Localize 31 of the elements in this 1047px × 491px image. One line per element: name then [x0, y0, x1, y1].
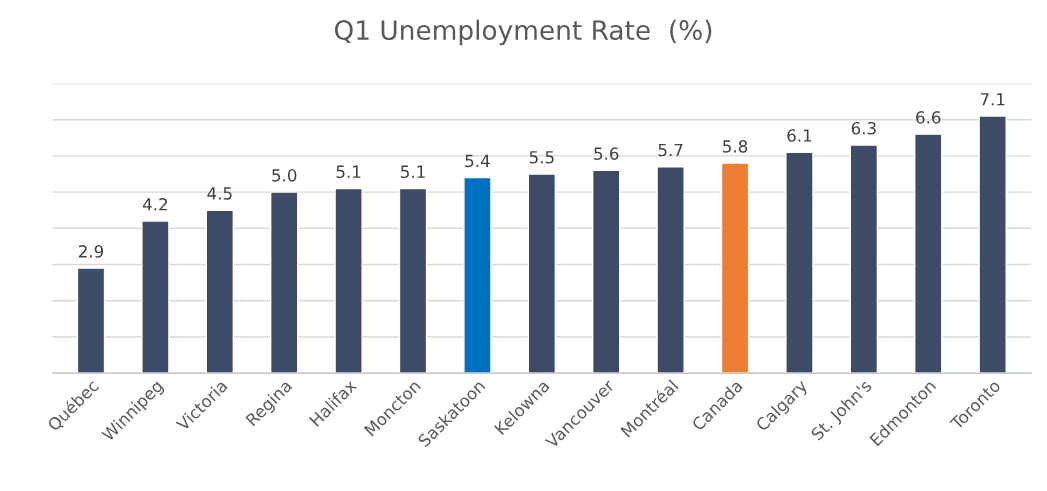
data-label: 6.1: [787, 129, 812, 142]
bar: [269, 191, 299, 374]
data-label: 5.7: [658, 143, 683, 157]
data-label: 2.9: [78, 245, 104, 258]
data-label: 6.6: [916, 111, 941, 124]
data-label: 5.1: [336, 165, 361, 179]
bar: [914, 133, 943, 374]
data-label: 5.0: [272, 169, 297, 182]
chart-title: Q1 Unemployment Rate (%): [334, 19, 712, 46]
bar: [849, 144, 879, 374]
bar: [141, 220, 170, 374]
bar: [205, 209, 235, 374]
bar: [785, 151, 814, 374]
bar: [334, 187, 363, 374]
data-label: 5.5: [529, 151, 554, 164]
data-label: 5.4: [465, 154, 490, 168]
bar: [463, 176, 492, 374]
bar: [398, 187, 428, 374]
bar: [592, 169, 621, 374]
bar: [656, 166, 685, 374]
data-label: 4.5: [207, 187, 232, 200]
bar: [720, 162, 750, 374]
bar: [978, 115, 1007, 374]
data-label: 5.1: [401, 165, 425, 179]
bar: [527, 173, 557, 374]
data-label: 7.1: [980, 93, 1005, 106]
bar: [76, 267, 106, 374]
data-label: 5.8: [723, 140, 748, 153]
data-label: 5.6: [594, 147, 619, 160]
data-label: 6.3: [851, 121, 876, 135]
data-label: 4.2: [142, 197, 167, 211]
